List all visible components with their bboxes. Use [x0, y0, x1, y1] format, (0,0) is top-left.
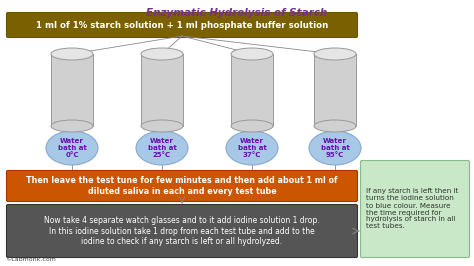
- Ellipse shape: [51, 48, 93, 60]
- Text: Enzymatic Hydrolysis of Starch: Enzymatic Hydrolysis of Starch: [146, 8, 328, 18]
- Ellipse shape: [231, 48, 273, 60]
- Text: 1 ml of 1% starch solution + 1 ml phosphate buffer solution: 1 ml of 1% starch solution + 1 ml phosph…: [36, 20, 328, 30]
- Ellipse shape: [141, 120, 183, 132]
- Bar: [51, 54, 93, 126]
- Bar: [314, 54, 356, 126]
- Ellipse shape: [314, 120, 356, 132]
- Ellipse shape: [136, 131, 188, 165]
- Text: Water
bath at
25°C: Water bath at 25°C: [147, 138, 176, 158]
- Bar: [231, 54, 273, 126]
- Bar: [141, 54, 183, 126]
- Ellipse shape: [51, 120, 93, 132]
- Text: If any starch is left then it
turns the iodine solution
to blue colour. Measure
: If any starch is left then it turns the …: [366, 189, 458, 230]
- Ellipse shape: [314, 48, 356, 60]
- FancyBboxPatch shape: [7, 171, 357, 202]
- Ellipse shape: [231, 120, 273, 132]
- Ellipse shape: [309, 131, 361, 165]
- FancyBboxPatch shape: [7, 205, 357, 257]
- Ellipse shape: [46, 131, 98, 165]
- Text: Water
bath at
0°C: Water bath at 0°C: [57, 138, 86, 158]
- FancyBboxPatch shape: [361, 160, 470, 257]
- Text: Now take 4 separate watch glasses and to it add iodine solution 1 drop.
In this : Now take 4 separate watch glasses and to…: [44, 216, 320, 246]
- Text: Water
bath at
37°C: Water bath at 37°C: [237, 138, 266, 158]
- Text: Water
bath at
95°C: Water bath at 95°C: [320, 138, 349, 158]
- Ellipse shape: [226, 131, 278, 165]
- FancyBboxPatch shape: [7, 13, 357, 38]
- Ellipse shape: [141, 48, 183, 60]
- Text: ©Labmonk.com: ©Labmonk.com: [5, 257, 56, 262]
- Text: Then leave the test tune for few minutes and then add about 1 ml of
diluted sali: Then leave the test tune for few minutes…: [26, 176, 338, 196]
